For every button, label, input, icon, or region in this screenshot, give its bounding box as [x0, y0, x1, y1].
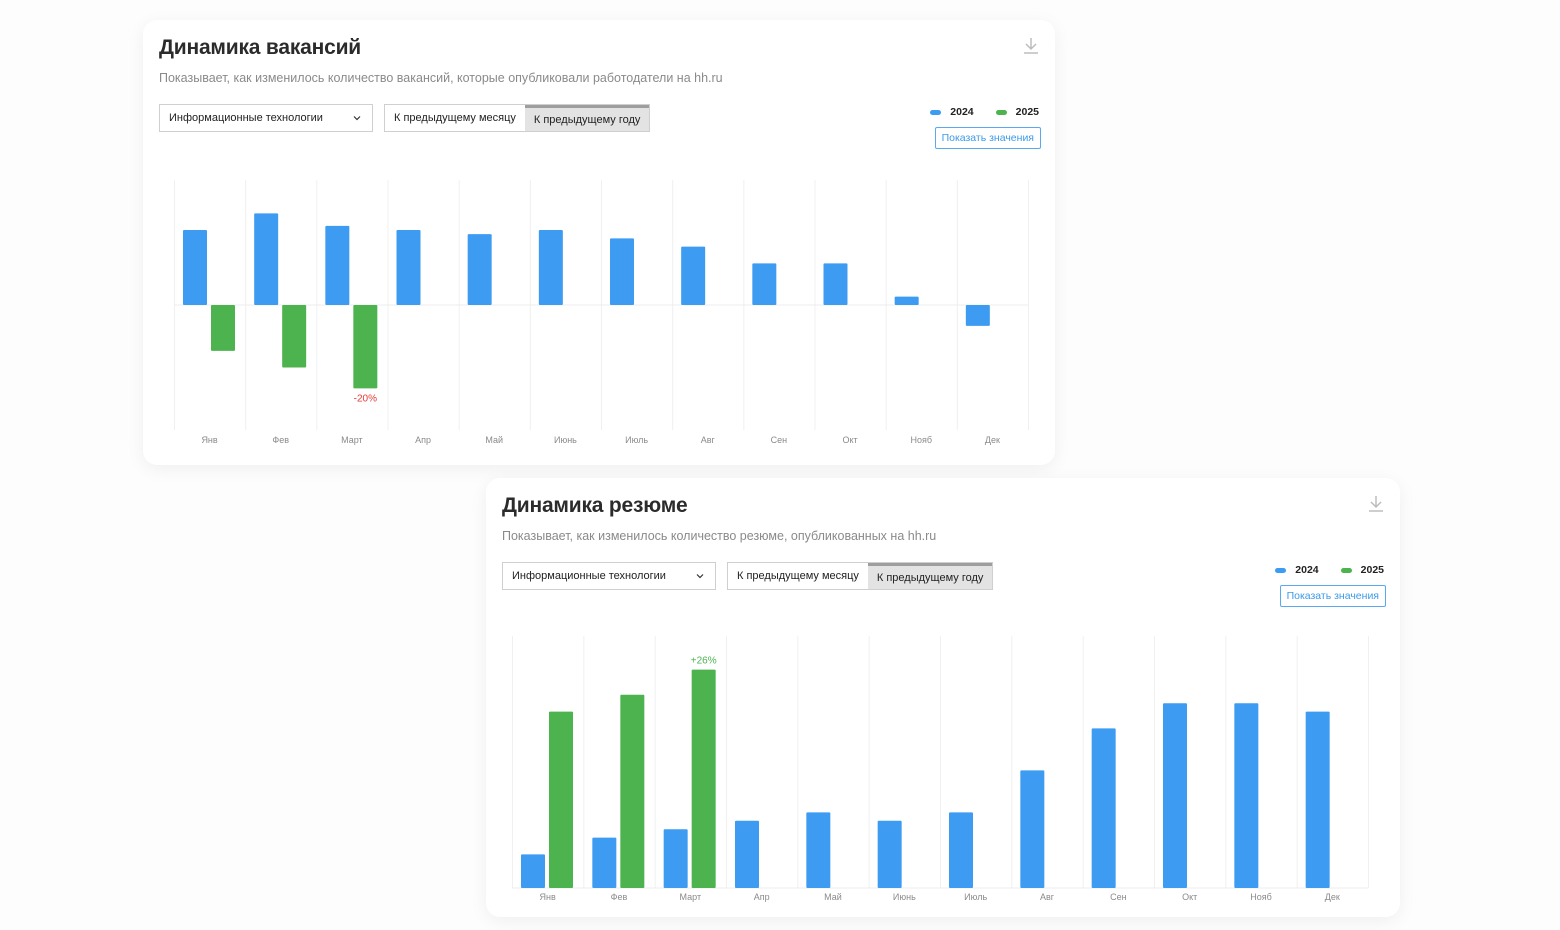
- legend-item-2025[interactable]: 2025: [995, 106, 1039, 118]
- bar-2024-Сен[interactable]: [1091, 728, 1116, 888]
- legend: 2024 2025: [930, 106, 1039, 118]
- x-tick-label: Май: [824, 892, 842, 902]
- x-tick-label: Апр: [415, 435, 431, 445]
- tab-previous-month[interactable]: К предыдущему месяцу: [737, 570, 859, 582]
- bar-2024-Июнь[interactable]: [538, 230, 563, 305]
- bar-2025-Янв[interactable]: [549, 711, 573, 888]
- x-tick-label: Дек: [985, 435, 1000, 445]
- industry-dropdown[interactable]: Информационные технологии: [159, 104, 373, 132]
- dropdown-value: Информационные технологии: [169, 112, 323, 124]
- download-icon[interactable]: [1366, 494, 1386, 514]
- bar-2024-Июль[interactable]: [610, 238, 634, 305]
- x-tick-label: Сен: [1110, 892, 1127, 902]
- x-tick-label: Нояб: [910, 435, 932, 445]
- x-tick-label: Июнь: [554, 435, 577, 445]
- x-tick-label: Июль: [625, 435, 648, 445]
- legend-item-2025[interactable]: 2025: [1340, 564, 1384, 576]
- legend-label: 2024: [1295, 564, 1319, 576]
- tab-previous-year[interactable]: К предыдущему году: [867, 563, 993, 589]
- x-tick-label: Март: [680, 892, 702, 902]
- x-tick-label: Янв: [540, 892, 556, 902]
- bar-2024-Дек[interactable]: [1305, 711, 1330, 888]
- bar-2024-Авг[interactable]: [681, 246, 706, 305]
- x-tick-label: Апр: [754, 892, 770, 902]
- bar-2024-Фев[interactable]: [592, 837, 617, 888]
- card-subtitle: Показывает, как изменилось количество ре…: [502, 529, 937, 543]
- tab-previous-year[interactable]: К предыдущему году: [524, 105, 650, 131]
- bar-2024-Июль[interactable]: [949, 812, 973, 888]
- legend-label: 2024: [950, 106, 974, 118]
- x-tick-label: Март: [341, 435, 363, 445]
- x-tick-label: Янв: [201, 435, 217, 445]
- legend-label: 2025: [1015, 106, 1039, 118]
- bar-2025-Фев[interactable]: [282, 305, 307, 368]
- card-title: Динамика резюме: [502, 494, 688, 517]
- bar-2024-Нояб[interactable]: [894, 296, 919, 305]
- bar-2025-Янв[interactable]: [211, 305, 235, 351]
- bar-2024-Март[interactable]: [663, 829, 688, 888]
- bar-2024-Янв[interactable]: [521, 854, 545, 888]
- show-values-button[interactable]: Показать значения: [1279, 585, 1386, 607]
- x-tick-label: Фев: [272, 435, 289, 445]
- x-tick-label: Июнь: [893, 892, 916, 902]
- chevron-down-icon: [353, 116, 361, 121]
- legend-item-2024[interactable]: 2024: [930, 106, 974, 118]
- dropdown-value: Информационные технологии: [512, 570, 666, 582]
- bar-2024-Фев[interactable]: [254, 213, 279, 305]
- x-tick-label: Июль: [964, 892, 987, 902]
- vacancies-card: Динамика вакансий Показывает, как измени…: [143, 20, 1055, 465]
- bar-2024-Сен[interactable]: [752, 263, 777, 305]
- data-label: +26%: [691, 656, 717, 667]
- bar-2024-Янв[interactable]: [183, 230, 207, 305]
- bar-2024-Март[interactable]: [325, 225, 350, 305]
- bar-chart: -20% Янв Фев Март Апр Май Июнь Июль Авг Сен Окт Ноя…: [174, 180, 1032, 459]
- bar-2024-Май[interactable]: [467, 234, 492, 305]
- card-title: Динамика вакансий: [159, 36, 361, 59]
- show-values-button[interactable]: Показать значения: [934, 127, 1041, 149]
- x-tick-label: Дек: [1325, 892, 1340, 902]
- card-subtitle: Показывает, как изменилось количество ва…: [159, 71, 723, 85]
- bar-2024-Апр[interactable]: [396, 230, 421, 305]
- period-toggle: К предыдущему месяцу К предыдущему году: [727, 562, 994, 590]
- data-label: -20%: [354, 393, 377, 404]
- chevron-down-icon: [696, 574, 704, 579]
- industry-dropdown[interactable]: Информационные технологии: [502, 562, 716, 590]
- x-tick-label: Фев: [611, 892, 628, 902]
- x-tick-label: Авг: [701, 435, 716, 445]
- bar-2024-Июнь[interactable]: [877, 820, 902, 888]
- x-tick-label: Окт: [1182, 892, 1197, 902]
- bar-2024-Апр[interactable]: [735, 820, 759, 888]
- legend: 2024 2025: [1275, 564, 1384, 576]
- chart-svg: -20% Янв Фев Март Апр Май Июнь Июль Авг Сен Окт Ноя…: [174, 180, 1029, 445]
- bar-2025-Март[interactable]: [353, 305, 378, 389]
- chart-svg: +26% Янв Фев Март Апр Май Июнь Июль Авг Сен Окт Ноя…: [512, 636, 1369, 902]
- resumes-card: Динамика резюме Показывает, как изменило…: [486, 478, 1400, 917]
- x-tick-label: Нояб: [1250, 892, 1272, 902]
- bar-2025-Март[interactable]: [691, 669, 716, 888]
- legend-label: 2025: [1360, 564, 1384, 576]
- download-icon[interactable]: [1021, 36, 1041, 56]
- x-tick-label: Авг: [1040, 892, 1055, 902]
- legend-item-2024[interactable]: 2024: [1275, 564, 1319, 576]
- bar-2024-Нояб[interactable]: [1234, 703, 1259, 888]
- tab-previous-month[interactable]: К предыдущему месяцу: [394, 112, 516, 124]
- bar-2024-Окт[interactable]: [1163, 703, 1187, 888]
- bar-2024-Май[interactable]: [806, 812, 831, 888]
- bar-2024-Дек[interactable]: [965, 305, 990, 326]
- bar-2024-Окт[interactable]: [823, 263, 848, 305]
- x-tick-label: Май: [485, 435, 503, 445]
- period-toggle: К предыдущему месяцу К предыдущему году: [384, 104, 651, 132]
- bar-chart: +26% Янв Фев Март Апр Май Июнь Июль Авг Сен Окт Ноя…: [512, 636, 1372, 917]
- x-tick-label: Сен: [771, 435, 788, 445]
- bar-2024-Авг[interactable]: [1020, 770, 1045, 888]
- x-tick-label: Окт: [842, 435, 857, 445]
- bar-2025-Фев[interactable]: [620, 694, 645, 888]
